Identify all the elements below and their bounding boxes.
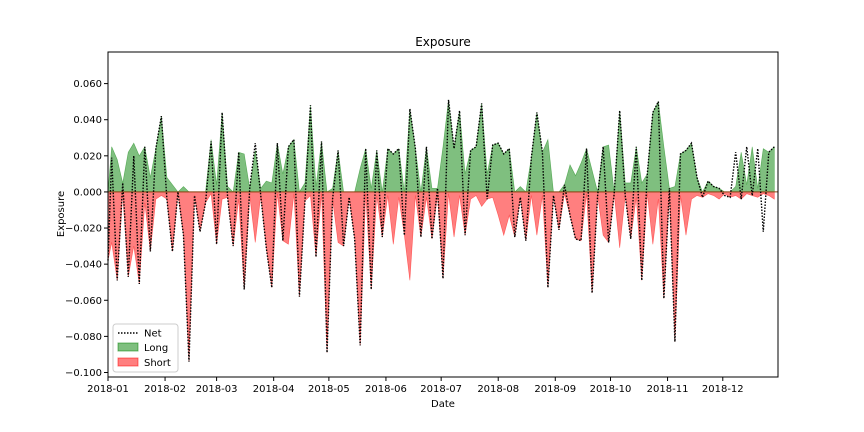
legend-short-swatch bbox=[117, 357, 139, 367]
y-tick-label: −0.020 bbox=[65, 224, 102, 235]
y-tick-label: 0.040 bbox=[73, 115, 102, 126]
x-tick-label: 2018-03 bbox=[196, 384, 238, 395]
x-tick-label: 2018-12 bbox=[702, 384, 744, 395]
x-tick-label: 2018-02 bbox=[144, 384, 186, 395]
y-tick-label: 0.000 bbox=[73, 187, 102, 198]
y-tick-label: −0.060 bbox=[65, 296, 102, 307]
long-area bbox=[107, 99, 775, 193]
y-axis-label: Exposure bbox=[56, 191, 67, 237]
legend-short-label: Short bbox=[144, 358, 171, 369]
legend: Net Long Short bbox=[112, 323, 179, 373]
plot-area bbox=[107, 99, 778, 362]
short-area bbox=[107, 191, 775, 362]
legend-long-label: Long bbox=[144, 343, 168, 354]
x-axis: 2018-01 2018-02 2018-03 2018-04 2018-05 2018-… bbox=[87, 377, 744, 395]
legend-long-swatch bbox=[117, 342, 139, 352]
y-axis: −0.100 −0.080 −0.060 −0.040 −0.020 0.000 0.020… bbox=[65, 79, 108, 379]
x-tick-label: 2018-05 bbox=[308, 384, 350, 395]
chart-title: Exposure bbox=[415, 35, 471, 49]
x-tick-label: 2018-01 bbox=[87, 384, 129, 395]
x-tick-label: 2018-04 bbox=[253, 384, 295, 395]
plot-frame bbox=[107, 51, 779, 378]
legend-net-label: Net bbox=[144, 329, 162, 340]
y-tick-label: 0.060 bbox=[73, 79, 102, 90]
x-tick-label: 2018-06 bbox=[365, 384, 407, 395]
x-tick-label: 2018-10 bbox=[590, 384, 632, 395]
x-tick-label: 2018-07 bbox=[420, 384, 462, 395]
x-tick-label: 2018-11 bbox=[647, 384, 689, 395]
y-tick-label: −0.080 bbox=[65, 332, 102, 343]
x-axis-label: Date bbox=[431, 399, 455, 410]
y-tick-label: −0.100 bbox=[65, 368, 102, 379]
y-tick-label: −0.040 bbox=[65, 260, 102, 271]
x-tick-label: 2018-09 bbox=[534, 384, 576, 395]
y-tick-label: 0.020 bbox=[73, 151, 102, 162]
x-tick-label: 2018-08 bbox=[477, 384, 519, 395]
